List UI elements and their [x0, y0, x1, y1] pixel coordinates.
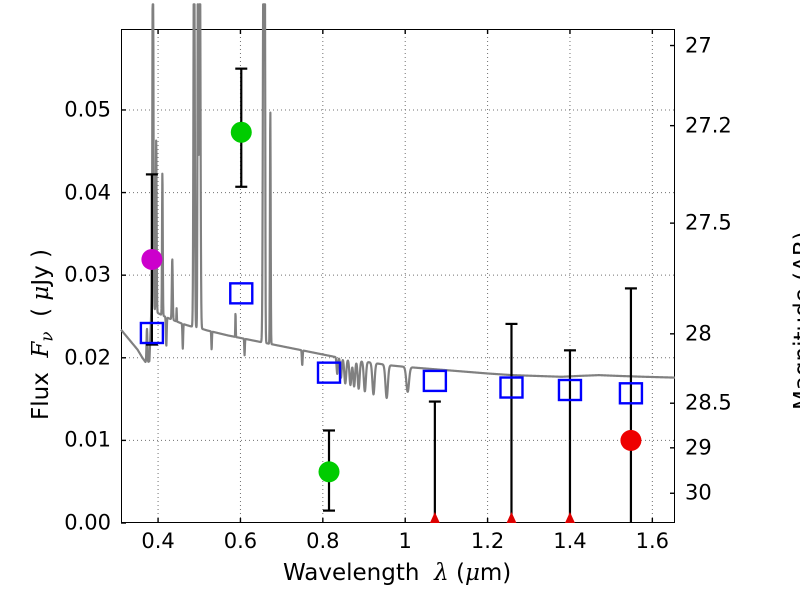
- y-axis-ticks-right: [670, 44, 675, 494]
- x-tick-label: 1: [398, 529, 412, 553]
- model-photometry-square: [139, 321, 165, 345]
- model-photometry-square: [422, 369, 448, 393]
- y-tick-label-right: 27: [685, 33, 712, 58]
- y-tick-label-left: 0.00: [64, 510, 111, 535]
- model-photometry-square: [229, 282, 254, 305]
- y-tick-label-right: 28: [685, 321, 712, 346]
- y-tick-label-left: 0.03: [64, 262, 111, 287]
- y-tick-label-left: 0.02: [64, 345, 111, 370]
- photometry-point-h-band: [620, 429, 642, 451]
- x-tick-label: 1.4: [553, 529, 587, 553]
- y-axis-label-right: Magnitude (AB): [790, 231, 800, 410]
- x-axis-ticks: [157, 29, 654, 523]
- y-tick-label-right: 27.2: [685, 113, 732, 138]
- y-tick-label-right: 30: [685, 480, 712, 505]
- error-bars: [145, 67, 637, 523]
- x-tick-label: 0.4: [141, 529, 175, 553]
- photometry-point-i-band: [318, 461, 340, 483]
- axes-frame: [121, 29, 675, 523]
- photometry-point-u-band: [141, 248, 163, 270]
- y-axis-label-left: Flux Fν ( μJy ): [28, 248, 57, 420]
- upper-limit-caret: [506, 512, 517, 523]
- y-tick-label-left: 0.01: [64, 427, 111, 452]
- photometry-markers: [141, 121, 642, 483]
- y-tick-label-right: 27.5: [685, 210, 732, 235]
- model-spectrum-line: [120, 3, 676, 400]
- x-tick-label: 0.6: [223, 529, 258, 553]
- upper-limit-caret: [564, 512, 575, 523]
- model-photometry-square: [499, 376, 524, 399]
- y-tick-label-right: 29: [685, 435, 712, 460]
- model-photometry-square: [557, 378, 583, 402]
- upper-limit-carets: [429, 512, 575, 523]
- photometry-point-v-band: [230, 121, 252, 143]
- model-photometry-squares: [139, 282, 644, 405]
- model-photometry-square: [618, 382, 644, 405]
- upper-limit-caret: [429, 512, 440, 523]
- model-photometry-square: [316, 361, 342, 384]
- data-layer: [139, 67, 644, 523]
- y-tick-label-left: 0.04: [64, 180, 111, 205]
- x-axis-label: Wavelength λ (μm): [283, 560, 512, 586]
- grid-and-ticks-layer: [121, 29, 675, 524]
- x-tick-label: 1.2: [470, 529, 505, 553]
- grid-horizontal: [121, 109, 675, 441]
- y-axis-ticks-left: [121, 109, 126, 524]
- y-tick-label-right: 28.5: [685, 390, 732, 415]
- y-tick-label-left: 0.05: [64, 97, 111, 122]
- model-spectrum-layer: [120, 3, 676, 400]
- plot-area: [120, 3, 676, 524]
- x-tick-label: 1.6: [635, 529, 670, 553]
- x-tick-label: 0.8: [306, 529, 340, 553]
